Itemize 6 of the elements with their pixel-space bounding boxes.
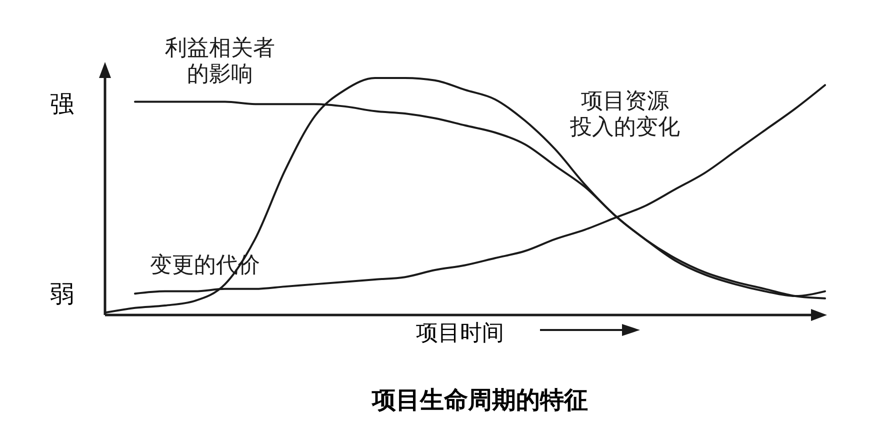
x-axis-title: 项目时间: [416, 321, 504, 346]
text: 强: [50, 90, 74, 118]
series-label: 利益相关者的影响: [165, 36, 275, 87]
text: 项目生命周期的特征: [371, 386, 588, 414]
series-label: 项目资源投入的变化: [569, 89, 680, 140]
text: 弱: [50, 280, 74, 308]
